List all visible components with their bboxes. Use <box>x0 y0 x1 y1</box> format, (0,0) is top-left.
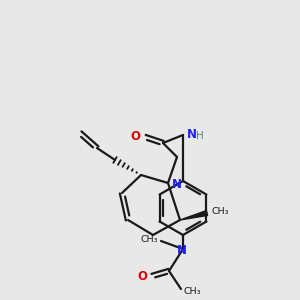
Text: O: O <box>137 271 147 284</box>
Text: O: O <box>130 130 140 142</box>
Text: N: N <box>177 244 187 256</box>
Text: CH₃: CH₃ <box>212 208 230 217</box>
Text: H: H <box>196 131 204 141</box>
Polygon shape <box>180 211 208 220</box>
Text: CH₃: CH₃ <box>140 235 158 244</box>
Text: N: N <box>187 128 197 142</box>
Text: CH₃: CH₃ <box>184 286 202 296</box>
Text: N: N <box>172 178 182 190</box>
